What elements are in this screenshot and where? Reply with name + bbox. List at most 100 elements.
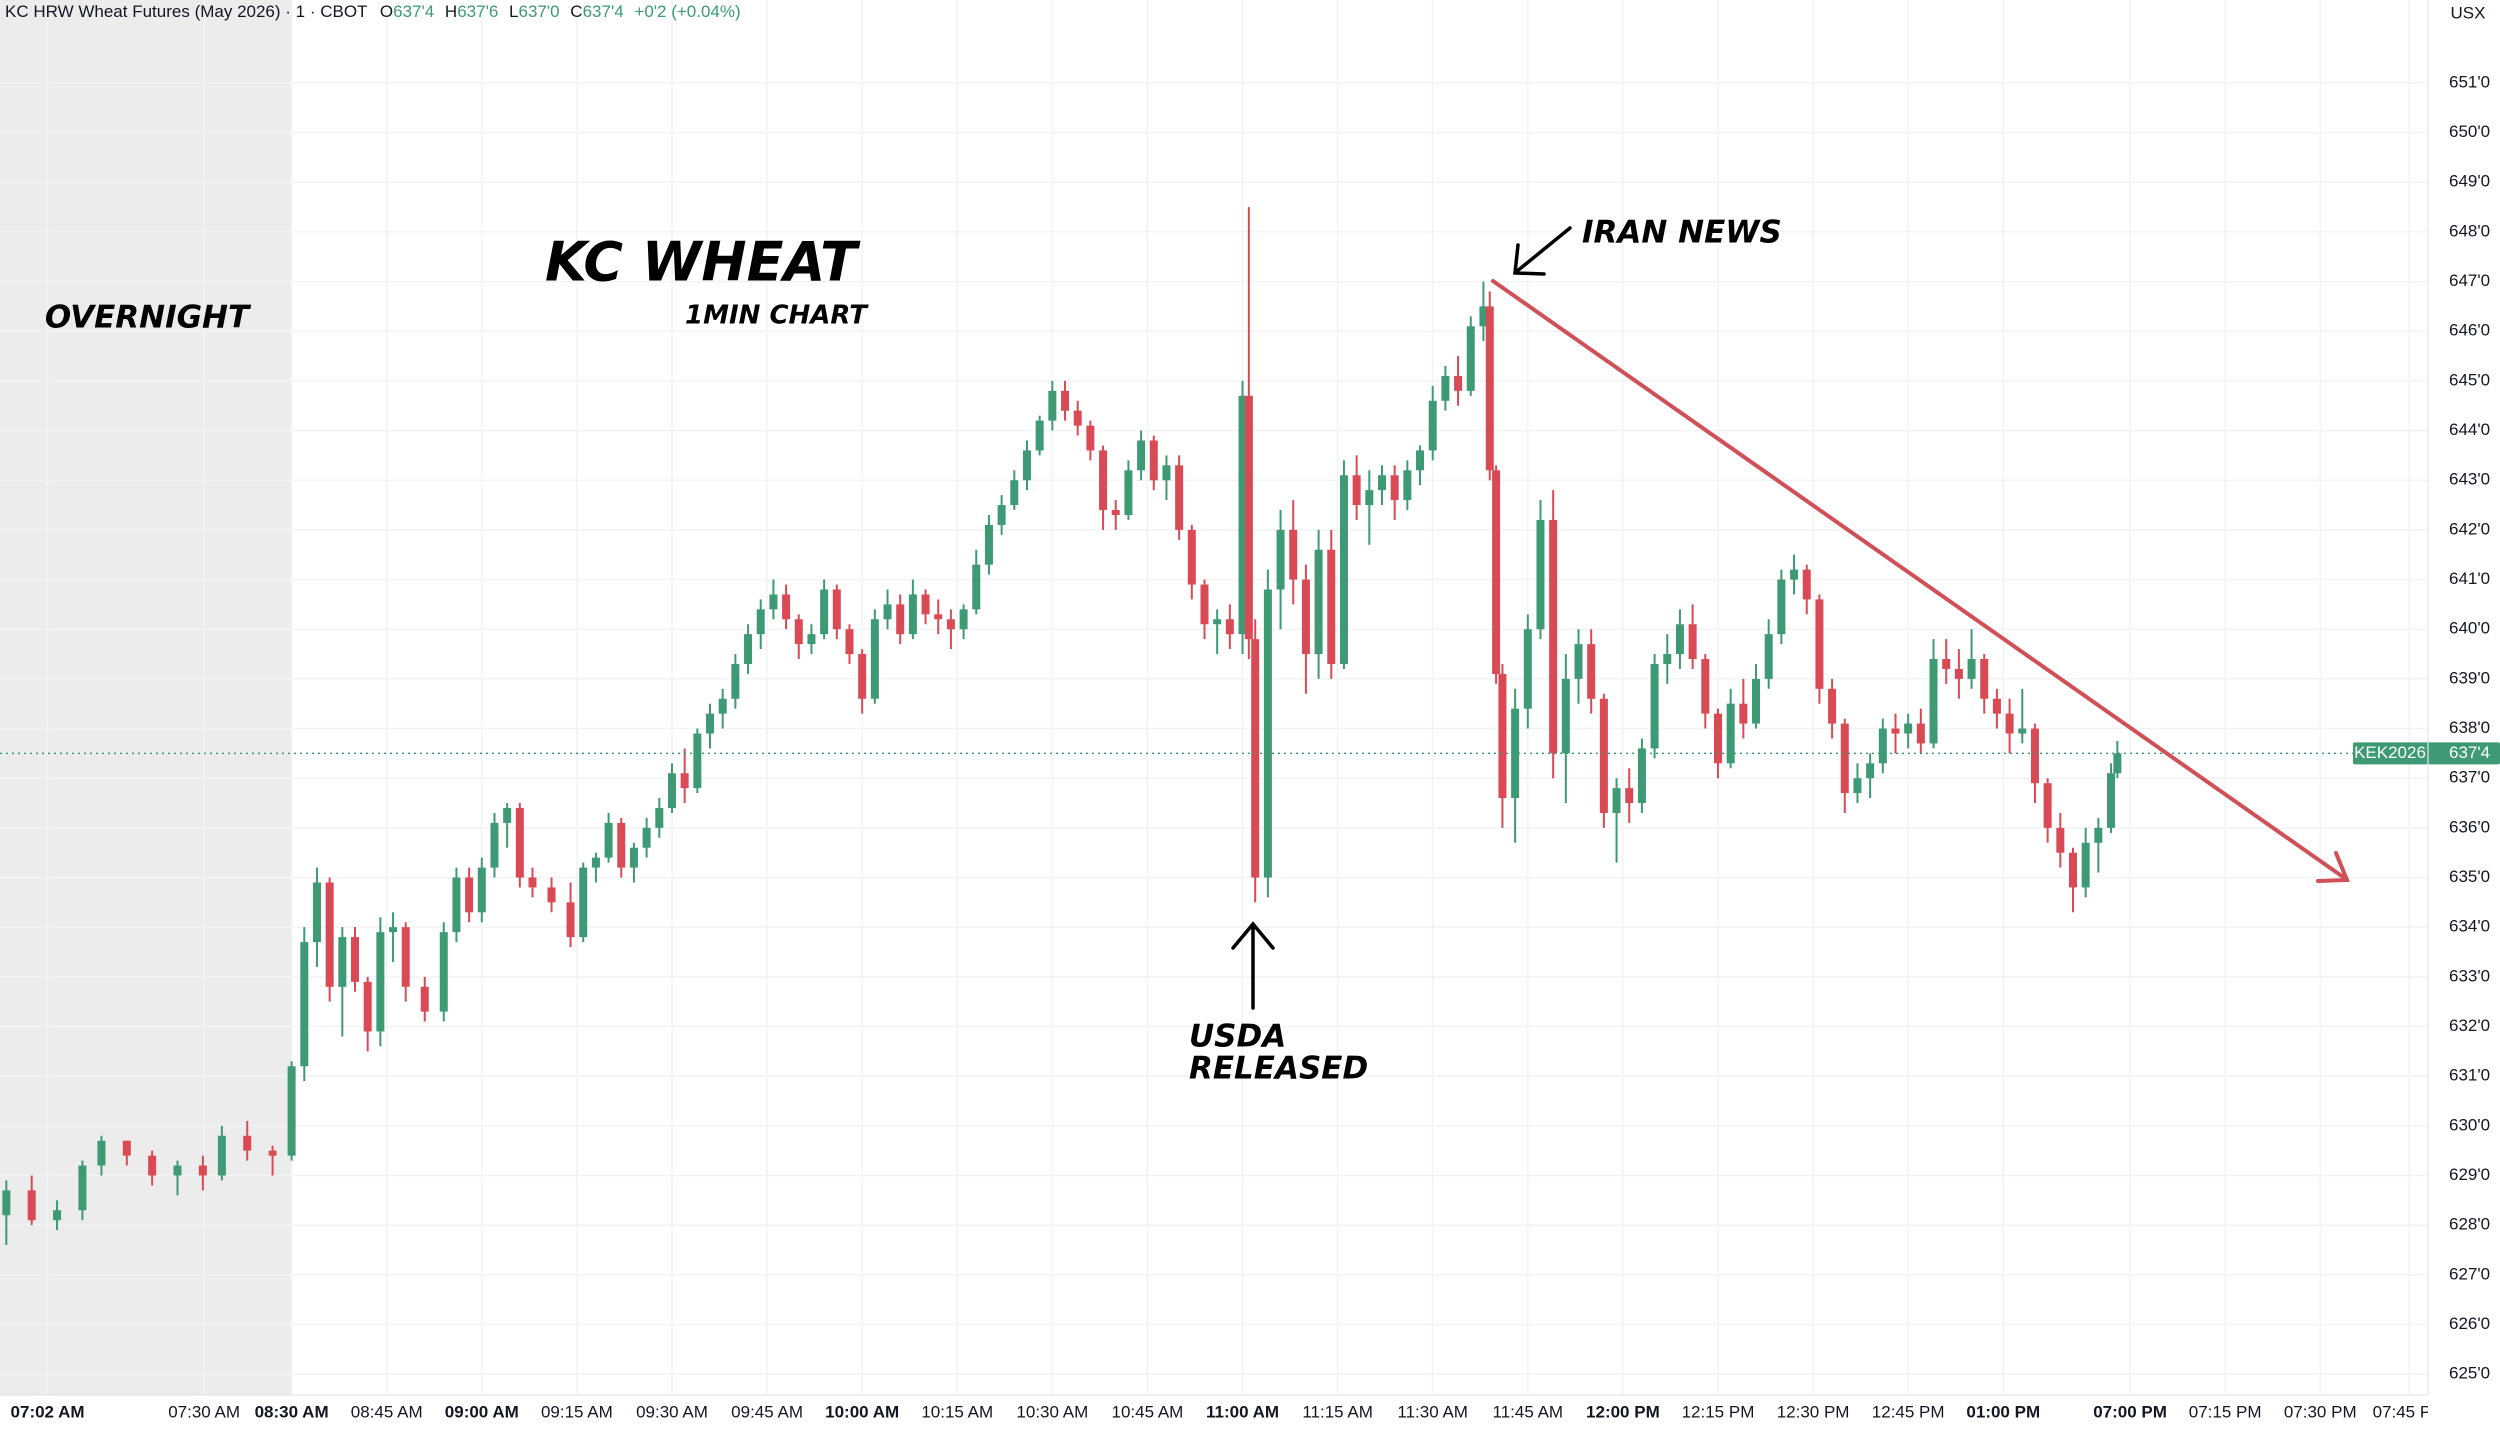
candle-body — [217, 1135, 226, 1176]
candle-body — [744, 634, 753, 664]
candle-body — [1479, 306, 1488, 327]
candle-body — [1162, 465, 1171, 481]
price-axis-bg — [2428, 0, 2500, 1432]
candle-body — [1790, 569, 1799, 580]
candle-body — [1574, 644, 1583, 679]
unit-box — [2436, 0, 2500, 28]
candle-body — [1536, 519, 1545, 630]
x-tick-label: 07:30 PM — [2284, 1402, 2357, 1421]
candle-body — [1416, 450, 1425, 471]
grid — [0, 0, 2428, 1395]
x-tick-label: 12:00 PM — [1586, 1402, 1660, 1421]
y-tick-label: 650'0 — [2449, 122, 2490, 141]
candle-body — [693, 733, 702, 789]
candle-body — [2005, 713, 2014, 734]
candle-body — [325, 882, 334, 987]
candle-body — [591, 857, 600, 868]
last-price-label: 637'4 — [2449, 743, 2490, 762]
x-tick-label: 12:45 PM — [1872, 1402, 1945, 1421]
trend-line — [1491, 279, 2350, 883]
y-tick-label: 627'0 — [2449, 1264, 2490, 1283]
iran-arrow — [1513, 226, 1572, 276]
candle-body — [2068, 852, 2077, 888]
candle-body — [1802, 569, 1811, 600]
candle-body — [515, 807, 524, 878]
candle-body — [680, 773, 689, 789]
candle-body — [1035, 420, 1044, 451]
candle-body — [1238, 395, 1247, 635]
overnight-session — [0, 0, 292, 1395]
candle-body — [820, 589, 829, 635]
candle-body — [2107, 773, 2116, 828]
candle-body — [1365, 490, 1374, 506]
annotation: IRAN NEWS — [1582, 215, 1782, 251]
ohlc-label: L — [509, 2, 518, 21]
candle-body — [858, 654, 867, 699]
candle-body — [1301, 579, 1310, 655]
candle-body — [1048, 390, 1057, 421]
candle-body — [1403, 470, 1412, 501]
candle-body — [1942, 659, 1951, 669]
candle-body — [465, 877, 474, 913]
candle-body — [420, 986, 429, 1012]
candle-body — [642, 827, 651, 848]
y-tick-label: 630'0 — [2449, 1115, 2490, 1134]
candle-body — [300, 942, 309, 1067]
x-tick-label: 10:00 AM — [825, 1402, 899, 1421]
candle-body — [363, 981, 372, 1032]
y-tick-label: 634'0 — [2449, 917, 2490, 936]
candle-body — [1327, 549, 1336, 664]
usda-arrow — [1231, 921, 1275, 1010]
annotation: OVERNIGHT — [45, 300, 252, 336]
x-tick-label: 11:00 AM — [1206, 1402, 1279, 1421]
candle-body — [1200, 584, 1209, 625]
candle-body — [1492, 470, 1501, 674]
candle-body — [2018, 728, 2027, 734]
candle-body — [1377, 475, 1386, 491]
chart-title: KC WHEAT — [545, 231, 861, 294]
candle-body — [1980, 659, 1989, 699]
ohlc-value: 637'4 — [393, 2, 434, 21]
x-axis: 07:02 AM 07:30 AM 08:30 AM 08:45 AM 09:00 AM… — [11, 1402, 2428, 1421]
candle-body — [376, 932, 385, 1032]
last-price-box — [2353, 742, 2500, 765]
arrows — [1231, 226, 1572, 1010]
candle-body — [1498, 673, 1507, 799]
candle-body — [1061, 390, 1070, 411]
y-tick-label: 648'0 — [2449, 221, 2490, 240]
candle-body — [1637, 748, 1646, 804]
last-symbol: KEK2026 — [2354, 743, 2426, 762]
candle-body — [782, 594, 791, 620]
candle-body — [547, 887, 556, 903]
candle-body — [1073, 410, 1082, 426]
annotation: RELEASED — [1189, 1051, 1368, 1087]
candle-body — [1752, 678, 1761, 724]
y-tick-label: 626'0 — [2449, 1314, 2490, 1333]
x-tick-label: 09:00 AM — [445, 1402, 519, 1421]
candle-body — [794, 619, 803, 645]
ohlc-label: H — [445, 2, 457, 21]
y-tick-label: 635'0 — [2449, 867, 2490, 886]
candle-body — [2094, 827, 2103, 843]
x-tick-label: 12:30 PM — [1777, 1402, 1850, 1421]
candle-body — [1561, 678, 1570, 754]
candle-body — [439, 932, 448, 1012]
candle-body — [1891, 728, 1900, 734]
candle-body — [1187, 529, 1196, 585]
y-tick-label: 651'0 — [2449, 72, 2490, 91]
y-tick-label: 631'0 — [2449, 1066, 2490, 1085]
candle-body — [921, 594, 930, 615]
candle-body — [1263, 589, 1272, 878]
candle-body — [1929, 659, 1938, 744]
ohlc-label: C — [570, 2, 582, 21]
candle-body — [706, 713, 715, 734]
candle-body — [1022, 450, 1031, 481]
candle-body — [1739, 703, 1748, 724]
y-tick-label: 647'0 — [2449, 271, 2490, 290]
candle-body — [401, 927, 410, 987]
x-tick-label: 08:30 AM — [255, 1402, 329, 1421]
y-tick-label: 636'0 — [2449, 817, 2490, 836]
candle-body — [1251, 639, 1260, 878]
candle-body — [1137, 440, 1146, 471]
